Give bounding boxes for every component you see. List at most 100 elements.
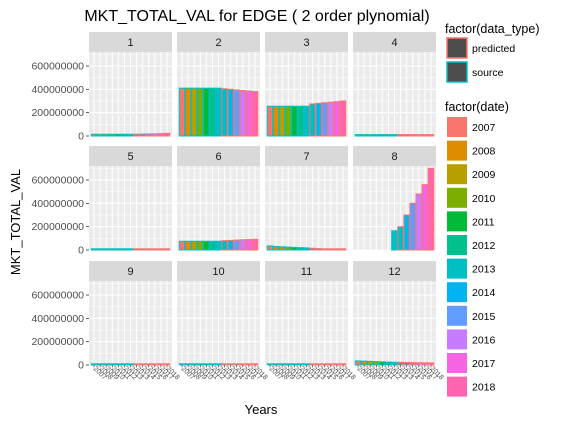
bar-predicted-2015 xyxy=(233,239,241,251)
bar-source-2011 xyxy=(291,105,298,137)
bar-source-2013 xyxy=(215,87,222,137)
bar-source-2010 xyxy=(284,105,292,137)
bar-predicted-2016 xyxy=(151,133,159,137)
bar-source-2008 xyxy=(96,248,104,251)
facet-panel-4: 4 xyxy=(353,32,436,137)
bar-source-2008 xyxy=(272,105,280,137)
bar-predicted-2018 xyxy=(427,134,435,137)
bar-source-2007 xyxy=(178,87,186,137)
legend-label-2013: 2013 xyxy=(472,264,496,276)
facet-panel-3: 3 xyxy=(265,32,348,137)
bar-predicted-2017 xyxy=(333,248,341,251)
bar-source-2009 xyxy=(190,87,198,137)
bar-predicted-2018 xyxy=(251,238,259,251)
facet-strip xyxy=(177,261,260,281)
facet-panel-7: 7 xyxy=(265,146,348,251)
legend-label-2016: 2016 xyxy=(472,334,496,346)
bar-predicted-2013 xyxy=(309,103,316,137)
facet-panel-2: 2 xyxy=(177,32,260,137)
legend-key-2010 xyxy=(447,187,467,208)
legend-label-2008: 2008 xyxy=(472,146,496,158)
y-tick-label: 0 xyxy=(78,360,84,372)
bar-predicted-2016 xyxy=(415,362,423,366)
y-tick-label: 0 xyxy=(78,131,84,143)
facet-panel-10: 1020072008200920102011201220132013201420… xyxy=(177,261,269,382)
legend-key-2011 xyxy=(447,211,467,232)
bar-source-2008 xyxy=(360,360,368,366)
bar-source-2007 xyxy=(178,240,186,251)
bar-source-2010 xyxy=(196,87,204,137)
facet-strip-label: 2 xyxy=(215,37,221,49)
bar-predicted-2018 xyxy=(339,100,347,137)
bar-source-2012 xyxy=(297,247,304,251)
bar-source-2010 xyxy=(108,133,116,137)
facet-panel-12: 1220072008200920102011201220132013201420… xyxy=(353,261,445,382)
bar-source-2007 xyxy=(354,360,362,366)
bar-source-2010 xyxy=(372,361,380,366)
bar-predicted-2018 xyxy=(427,167,435,251)
facet-strip-label: 5 xyxy=(127,151,133,163)
y-tick-label: 200000000 xyxy=(31,336,84,348)
facet-panel-6: 6 xyxy=(177,146,260,251)
bar-source-2011 xyxy=(115,248,122,251)
bar-predicted-2016 xyxy=(415,193,423,251)
legend-key-source xyxy=(446,61,468,83)
bar-predicted-2014 xyxy=(315,248,322,251)
bar-predicted-2014 xyxy=(403,361,410,366)
bar-source-2007 xyxy=(90,133,98,137)
facet-strip xyxy=(177,32,260,52)
bar-predicted-2017 xyxy=(157,248,165,251)
bar-predicted-2017 xyxy=(421,134,429,137)
facet-strip xyxy=(89,32,172,52)
legend-date-title: factor(date) xyxy=(445,100,509,114)
bar-source-2013 xyxy=(127,133,134,137)
bar-predicted-2013 xyxy=(397,134,404,137)
bar-source-2010 xyxy=(284,246,292,251)
bar-predicted-2017 xyxy=(157,133,165,137)
bar-source-2007 xyxy=(266,105,274,137)
legend-data-type: factor(data_type) predicted source xyxy=(445,22,540,83)
y-tick-label: 600000000 xyxy=(31,290,84,302)
y-tick-label: 200000000 xyxy=(31,221,84,233)
bar-source-2012 xyxy=(297,105,304,137)
facet-strip xyxy=(353,261,436,281)
facet-strip-label: 8 xyxy=(391,151,397,163)
bar-predicted-2018 xyxy=(251,91,259,137)
facet-strip xyxy=(353,146,436,166)
legend-label-2009: 2009 xyxy=(472,169,496,181)
legend-key-2014 xyxy=(447,282,467,303)
legend-key-2018 xyxy=(447,376,467,397)
facet-strip-label: 3 xyxy=(303,37,309,49)
bar-source-2009 xyxy=(366,360,374,366)
bar-predicted-2014 xyxy=(315,102,322,137)
y-tick-label: 400000000 xyxy=(31,84,84,96)
facet-strip-label: 7 xyxy=(303,151,309,163)
facet-strip xyxy=(177,146,260,166)
bar-predicted-2015 xyxy=(409,202,417,251)
legend-label-2014: 2014 xyxy=(472,287,496,299)
bar-source-2009 xyxy=(190,240,198,251)
bar-source-2013 xyxy=(303,247,310,251)
legend-label-2010: 2010 xyxy=(472,193,496,205)
facet-panel-8: 8 xyxy=(353,146,436,251)
bar-predicted-2018 xyxy=(163,248,171,251)
bar-predicted-2015 xyxy=(409,134,417,137)
bar-source-2011 xyxy=(203,240,210,251)
bar-source-2011 xyxy=(379,134,386,137)
bar-predicted-2013 xyxy=(221,88,228,137)
facet-strip-label: 4 xyxy=(391,37,397,49)
facet-panel-9: 9020000000040000000060000000020072008200… xyxy=(31,261,181,382)
bar-predicted-2015 xyxy=(321,248,329,251)
bar-predicted-2016 xyxy=(151,248,159,251)
bar-predicted-2015 xyxy=(233,89,241,137)
legend-key-2012 xyxy=(447,235,467,255)
facet-panel-11: 1120072008200920102011201220132013201420… xyxy=(265,261,357,382)
bar-source-2011 xyxy=(291,246,298,251)
facet-panel-5: 5 0 200000000 400000000 600000000 xyxy=(31,146,172,257)
bar-predicted-2017 xyxy=(245,239,253,251)
bar-source-2013 xyxy=(391,361,398,366)
bar-source-2013 xyxy=(127,248,134,251)
legend-label-2017: 2017 xyxy=(472,358,496,370)
legend-key-2008 xyxy=(447,140,467,161)
